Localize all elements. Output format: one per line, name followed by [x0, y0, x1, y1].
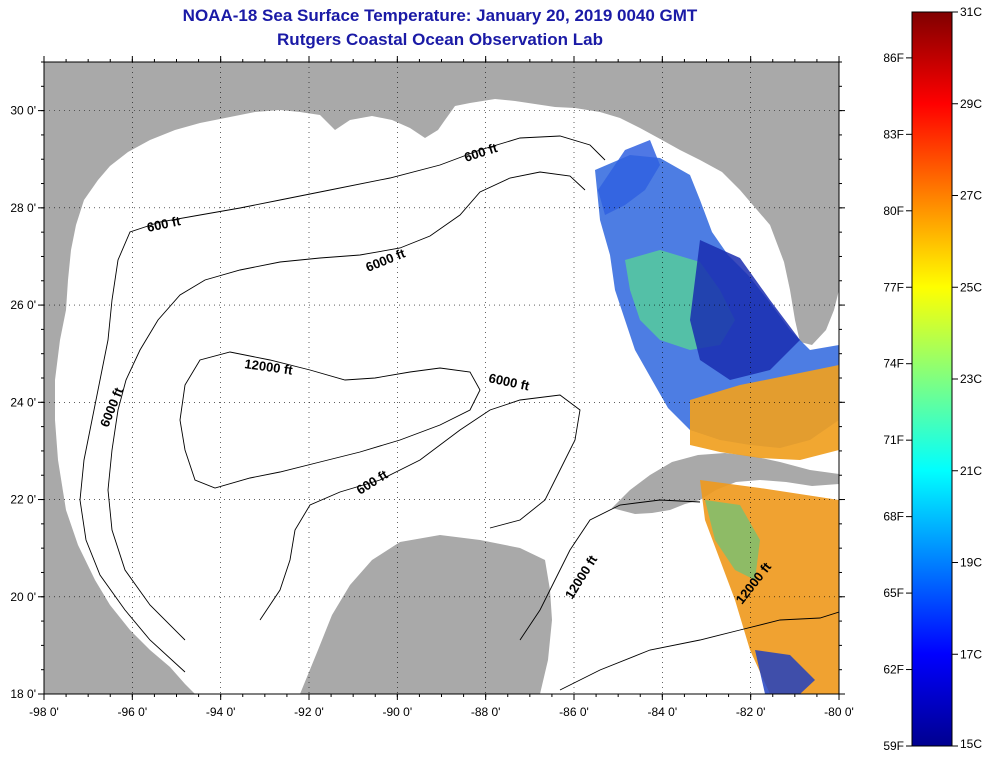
lat-label: 18 0' — [10, 687, 36, 701]
contour-600ft-mid — [259, 394, 581, 621]
fahrenheit-label: 71F — [883, 433, 904, 447]
lon-label: -82 0' — [736, 705, 766, 719]
fahrenheit-label: 80F — [883, 204, 904, 218]
lat-label: 30 0' — [10, 104, 36, 118]
celsius-label: 23C — [960, 372, 982, 386]
contour-600ft — [79, 135, 606, 673]
celsius-label: 15C — [960, 737, 982, 751]
lat-label: 26 0' — [10, 298, 36, 312]
temperature-colorbar — [911, 11, 953, 747]
lon-label: -86 0' — [559, 705, 589, 719]
lat-label: 20 0' — [10, 590, 36, 604]
contour-label-600ft-west: 600 ft — [146, 213, 183, 235]
celsius-label: 25C — [960, 280, 982, 294]
fahrenheit-label: 68F — [883, 510, 904, 524]
celsius-label: 29C — [960, 97, 982, 111]
lon-label: -88 0' — [471, 705, 501, 719]
yucatan-land — [300, 535, 552, 694]
map-title: NOAA-18 Sea Surface Temperature: January… — [182, 6, 698, 25]
lon-label: -84 0' — [648, 705, 678, 719]
fahrenheit-label: 65F — [883, 586, 904, 600]
celsius-label: 19C — [960, 556, 982, 570]
grid-lines — [44, 62, 839, 694]
contour-caribbean — [559, 611, 839, 691]
celsius-label: 27C — [960, 189, 982, 203]
sst-swath-warm — [690, 365, 839, 460]
contour-label-12000ft-center: 12000 ft — [244, 356, 295, 378]
lon-label: -90 0' — [383, 705, 413, 719]
fahrenheit-label: 74F — [883, 357, 904, 371]
fahrenheit-label: 59F — [883, 739, 904, 753]
lat-label: 24 0' — [10, 395, 36, 409]
lon-label: -92 0' — [294, 705, 324, 719]
lat-label: 28 0' — [10, 201, 36, 215]
celsius-label: 31C — [960, 5, 982, 19]
contour-12000ft — [179, 351, 481, 489]
colorbar-labels: 31C 29C 27C 25C 23C 21C 19C 17C 15C 86F 83F 80F 77F 7… — [883, 5, 982, 753]
fahrenheit-label: 83F — [883, 127, 904, 141]
contour-6000ft — [107, 171, 586, 641]
lon-label: -94 0' — [206, 705, 236, 719]
lon-label: -80 0' — [824, 705, 854, 719]
celsius-label: 21C — [960, 464, 982, 478]
contour-12000ft-east — [519, 499, 701, 641]
bathymetry-contours — [79, 135, 839, 691]
sst-swath-caribbean-green — [705, 500, 760, 580]
lat-label: 22 0' — [10, 493, 36, 507]
lon-label: -96 0' — [118, 705, 148, 719]
north-america-land — [44, 62, 839, 694]
sst-swath-south-blue — [755, 650, 815, 694]
latitude-labels: 30 0' 28 0' 26 0' 24 0' 22 0' 20 0' 18 0' — [10, 104, 36, 701]
sst-swath-panhandle — [598, 140, 660, 215]
sst-swath-dark — [690, 240, 800, 380]
lon-label: -98 0' — [29, 705, 59, 719]
map-subtitle: Rutgers Coastal Ocean Observation Lab — [277, 30, 603, 49]
fahrenheit-label: 77F — [883, 280, 904, 294]
fahrenheit-label: 86F — [883, 51, 904, 65]
fahrenheit-label: 62F — [883, 663, 904, 677]
celsius-label: 17C — [960, 647, 982, 661]
axis-ticks — [38, 56, 845, 700]
longitude-labels: -98 0' -96 0' -94 0' -92 0' -90 0' -88 0' -86 … — [29, 705, 854, 719]
